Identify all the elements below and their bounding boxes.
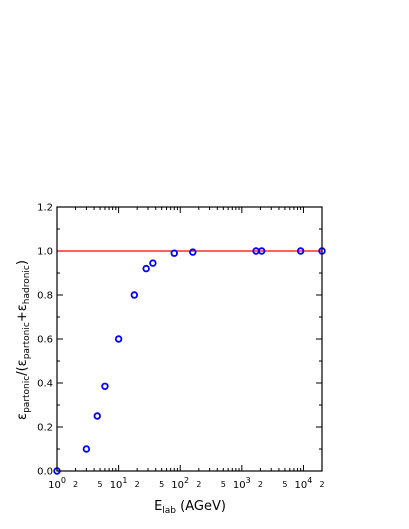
data-point	[130, 291, 139, 299]
x-major-tick-label: 103	[233, 476, 251, 491]
x-minor-tick-label: 5	[159, 480, 164, 489]
y-tick-label: 0.6	[37, 335, 53, 346]
data-point	[189, 248, 197, 256]
data-point	[101, 382, 109, 390]
data-point	[82, 445, 91, 453]
x-major-tick-label: 100	[48, 476, 66, 491]
x-major-tick-label: 102	[171, 476, 189, 491]
x-major-tick-label: 101	[110, 476, 128, 491]
x-minor-tick-label: 5	[221, 480, 226, 489]
x-major-tick-label: 104	[295, 476, 313, 491]
x-axis-label: Elab (AGeV)	[154, 499, 226, 516]
y-tick-label: 0.2	[37, 423, 53, 434]
x-minor-tick-label: 2	[258, 480, 263, 489]
data-point	[142, 264, 150, 273]
x-minor-tick-label: 5	[282, 480, 287, 489]
y-tick-label: 0.8	[37, 291, 53, 302]
y-axis-label: εpartonic/(εpartonic+εhadronic)	[15, 260, 32, 420]
x-minor-tick-label: 2	[135, 480, 140, 489]
data-point	[170, 249, 178, 257]
y-tick-label: 1.2	[37, 203, 53, 214]
y-tick-label: 0.0	[37, 467, 53, 478]
x-minor-tick-label: 2	[196, 480, 201, 489]
data-points	[53, 247, 326, 475]
x-minor-tick-label: 2	[73, 480, 78, 489]
y-tick-label: 1.0	[37, 247, 53, 258]
plot-frame	[56, 206, 323, 472]
y-tick-label: 0.4	[37, 379, 53, 390]
tick-labels: 0.0 0.2 0.4 0.6 0.8 1.0 1.2 100 101 102 103 104 2 5 2 5…	[37, 203, 324, 492]
data-point	[93, 412, 101, 420]
tick-marks	[56, 206, 323, 472]
data-point	[257, 247, 266, 255]
data-point	[149, 259, 157, 267]
x-minor-tick-label: 2	[319, 480, 324, 489]
x-minor-tick-label: 5	[98, 480, 103, 489]
data-point	[114, 335, 123, 343]
data-point	[296, 247, 305, 255]
